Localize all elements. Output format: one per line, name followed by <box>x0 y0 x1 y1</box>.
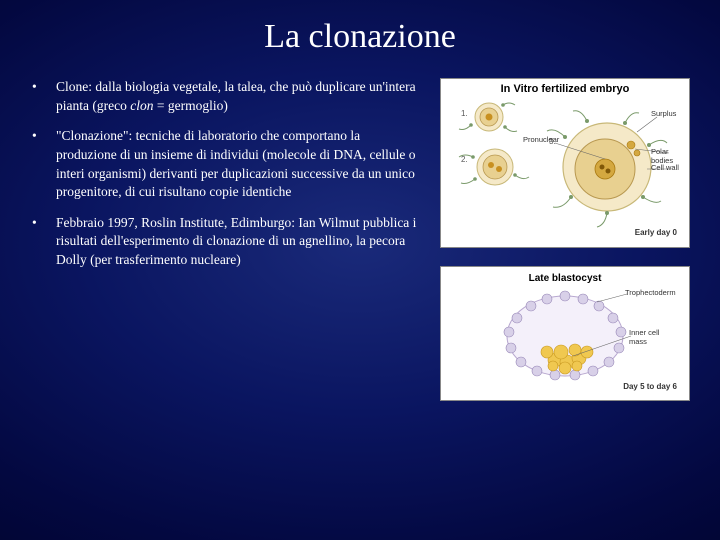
bullet-marker: • <box>30 214 56 270</box>
figure-title: Late blastocyst <box>447 273 683 284</box>
bullet-list: • Clone: dalla biologia vegetale, la tal… <box>30 78 420 401</box>
diagram-label: Surplus <box>651 109 676 118</box>
stage-label: 2. <box>461 155 468 164</box>
bullet-marker: • <box>30 127 56 202</box>
diagram-label: Pronuclear <box>523 135 559 144</box>
bullet-text: Clone: dalla biologia vegetale, la talea… <box>56 78 420 115</box>
bullet-item: • Febbraio 1997, Roslin Institute, Edimb… <box>30 214 420 270</box>
diagram-label: Inner cell mass <box>629 328 679 346</box>
bullet-text: Febbraio 1997, Roslin Institute, Edimbur… <box>56 214 420 270</box>
figure-footer: Day 5 to day 6 <box>623 382 677 391</box>
figure-invitro: In Vitro fertilized embryo <box>440 78 690 248</box>
diagram-label: Trophectoderm <box>625 288 676 297</box>
stage-label: 1. <box>461 109 468 118</box>
bullet-marker: • <box>30 78 56 115</box>
slide-title: La clonazione <box>30 18 690 56</box>
bullet-text: "Clonazione": tecniche di laboratorio ch… <box>56 127 420 202</box>
diagram-label: Polar bodies <box>651 147 691 165</box>
bullet-item: • Clone: dalla biologia vegetale, la tal… <box>30 78 420 115</box>
figure-blastocyst: Late blastocyst <box>440 266 690 401</box>
figure-footer: Early day 0 <box>635 228 677 237</box>
embryo-diagram-icon <box>447 97 683 237</box>
bullet-item: • "Clonazione": tecniche di laboratorio … <box>30 127 420 202</box>
figure-title: In Vitro fertilized embryo <box>447 83 683 95</box>
